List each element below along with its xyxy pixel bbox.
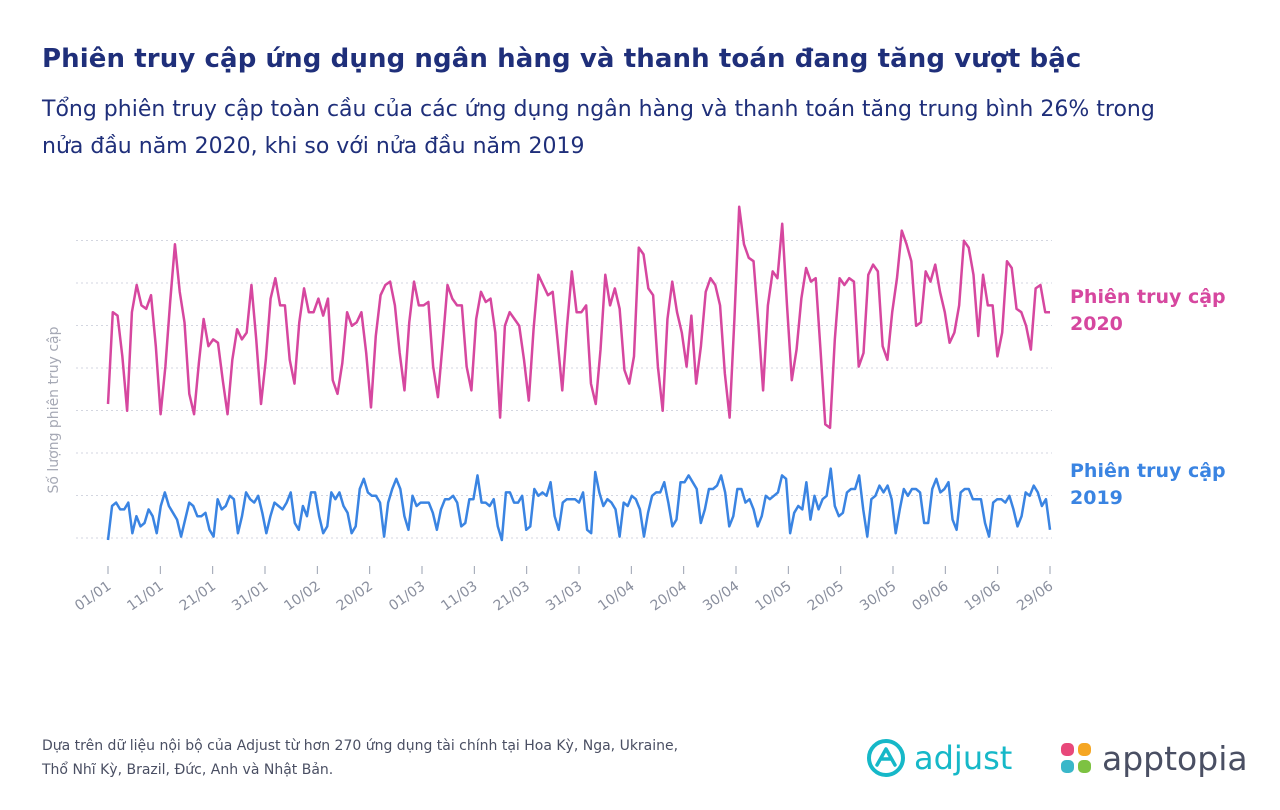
x-tick-label: 20/05	[805, 578, 847, 614]
x-tick-label: 20/04	[648, 578, 690, 614]
legend-2019-line1: Phiên truy cập	[1070, 460, 1226, 482]
series-line-2019	[106, 467, 1052, 542]
source-footnote: Dựa trên dữ liệu nội bộ của Adjust từ hơ…	[42, 738, 679, 778]
chart-title: Phiên truy cập ứng dụng ngân hàng và tha…	[42, 44, 1082, 74]
x-tick-label: 01/01	[72, 578, 114, 614]
x-tick-label: 10/05	[752, 578, 794, 614]
x-tick-label: 30/05	[857, 578, 899, 614]
x-tick-label: 29/06	[1014, 578, 1056, 614]
legend-2019-line2: 2019	[1070, 487, 1123, 509]
series-line-2020	[106, 205, 1050, 430]
x-tick-label: 09/06	[909, 578, 951, 614]
x-tick-label: 31/03	[543, 578, 585, 614]
adjust-logo-icon	[867, 739, 905, 777]
x-tick-label: 31/01	[229, 578, 271, 614]
x-tick-label: 11/03	[438, 578, 480, 614]
x-tick-label: 01/03	[386, 578, 428, 614]
adjust-logo: adjust	[866, 734, 1012, 782]
x-tick-label: 21/03	[491, 578, 533, 614]
x-tick-label: 20/02	[334, 578, 376, 614]
x-tick-label: 30/04	[700, 578, 742, 614]
chart-subtitle: Tổng phiên truy cập toàn cầu của các ứng…	[42, 97, 1155, 159]
x-tick-label: 21/01	[177, 578, 219, 614]
apptopia-logo: apptopia	[1058, 734, 1248, 782]
legend-label-2020: Phiên truy cập 2020	[1070, 284, 1260, 338]
x-tick-label: 11/01	[124, 578, 166, 614]
x-tick-label: 19/06	[962, 578, 1004, 614]
x-axis-ticks: 01/01 11/01 21/01 31/01 10/02 20/02 01/03 11/03…	[72, 566, 1056, 614]
apptopia-logo-text: apptopia	[1102, 738, 1248, 778]
legend-2020-line1: Phiên truy cập	[1070, 286, 1226, 308]
legend-2020-line2: 2020	[1070, 313, 1123, 335]
x-tick-label: 10/04	[595, 578, 637, 614]
x-tick-label: 10/02	[281, 578, 323, 614]
series-lines	[106, 205, 1052, 542]
adjust-logo-text: adjust	[914, 739, 1013, 777]
apptopia-logo-icon	[1061, 743, 1091, 773]
legend-label-2019: Phiên truy cập 2019	[1070, 458, 1260, 512]
line-chart: 01/01 11/01 21/01 31/01 10/02 20/02 01/03 11/03…	[72, 205, 1056, 614]
